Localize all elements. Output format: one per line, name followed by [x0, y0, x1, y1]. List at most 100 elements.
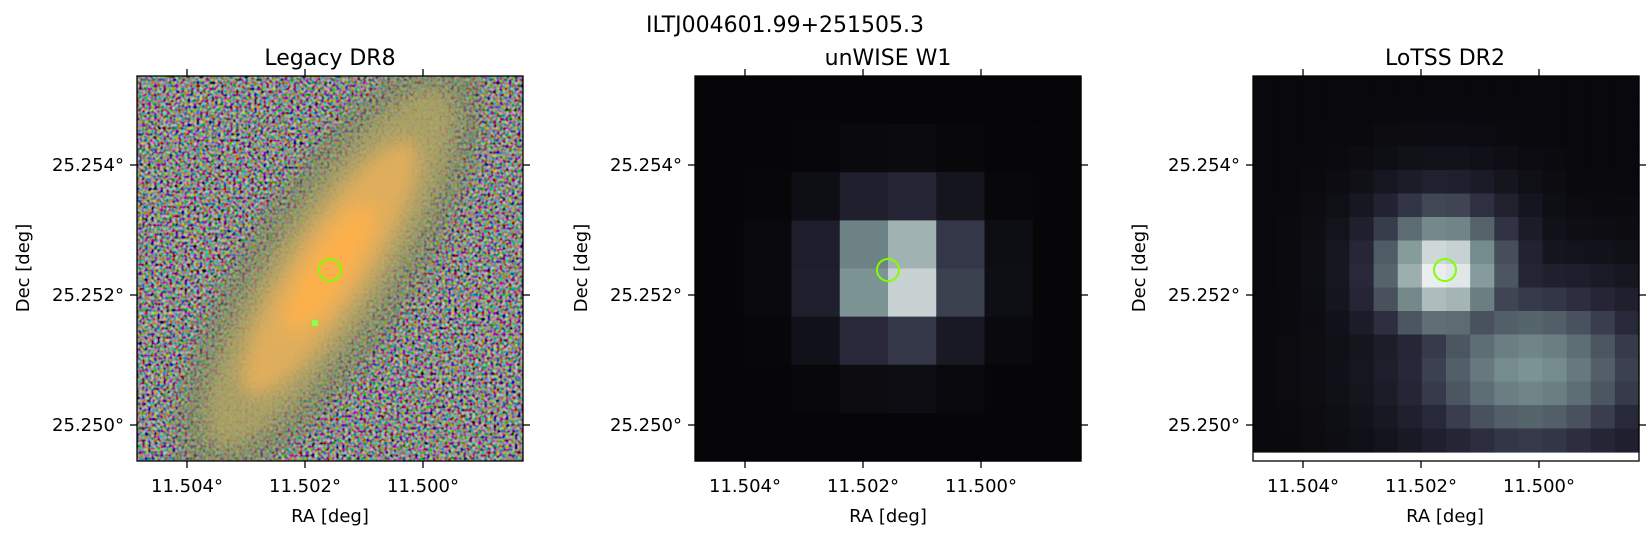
- image-pixel: [1277, 170, 1302, 195]
- image-pixel: [1325, 123, 1351, 148]
- image-pixel: [1614, 170, 1640, 195]
- image-pixel: [1301, 358, 1326, 383]
- image-pixel: [839, 364, 889, 414]
- image-pixel: [1373, 146, 1399, 171]
- image-pixel: [1421, 240, 1447, 265]
- image-pixel: [1397, 358, 1423, 383]
- image-pixel: [1566, 240, 1592, 265]
- image-pixel: [1421, 193, 1447, 218]
- image-pixel: [1277, 99, 1302, 124]
- image-pixel: [1301, 146, 1326, 171]
- image-pixel: [1542, 193, 1568, 218]
- image-pixel: [1518, 287, 1544, 312]
- image-pixel: [1470, 99, 1495, 124]
- image-pixel: [1421, 99, 1447, 124]
- x-tick-label: 11.500°: [387, 476, 459, 497]
- image-pixel: [839, 268, 889, 318]
- image-pixel: [1494, 311, 1519, 336]
- image-pixel: [1614, 99, 1640, 124]
- image-pixel: [1277, 146, 1302, 171]
- image-pixel: [1373, 287, 1399, 312]
- image-pixel: [1446, 123, 1471, 148]
- image-pixel: [1614, 358, 1640, 383]
- image-pixel: [1566, 264, 1592, 289]
- image-pixel: [791, 172, 841, 221]
- image-pixel: [1032, 172, 1082, 221]
- image-pixel: [1494, 99, 1519, 124]
- image-pixel: [1518, 240, 1544, 265]
- image-pixel: [1518, 170, 1544, 195]
- image-pixel: [791, 364, 841, 414]
- y-tick-label: 25.252°: [52, 285, 124, 306]
- image-pixel: [1590, 217, 1616, 242]
- image-pixel: [1542, 76, 1568, 101]
- image-pixel: [1253, 170, 1278, 195]
- image-pixel: [839, 124, 889, 173]
- image-pixel: [743, 268, 793, 318]
- image-pixel: [888, 268, 937, 318]
- image-pixel: [1277, 405, 1302, 430]
- image-pixel: [743, 220, 793, 270]
- image-pixel: [1325, 76, 1351, 101]
- image-pixel: [1494, 334, 1519, 359]
- image-pixel: [984, 316, 1034, 366]
- x-tick-label: 11.500°: [1503, 476, 1575, 497]
- image-pixel: [791, 316, 841, 366]
- image-pixel: [1253, 193, 1278, 218]
- image-pixel: [1566, 146, 1592, 171]
- image-pixel: [1566, 170, 1592, 195]
- image-pixel: [1446, 99, 1471, 124]
- image-pixel: [1421, 170, 1447, 195]
- image-pixel: [1494, 217, 1519, 242]
- image-pixel: [1421, 334, 1447, 359]
- image-pixel: [1397, 405, 1423, 430]
- image-pixel: [1349, 264, 1375, 289]
- image-pixel: [1032, 76, 1082, 125]
- image-pixel: [1542, 170, 1568, 195]
- image-pixel: [1518, 99, 1544, 124]
- image-pixel: [1253, 217, 1278, 242]
- image-pixel: [1325, 287, 1351, 312]
- image-pixel: [1421, 311, 1447, 336]
- image-pixel: [1421, 428, 1447, 453]
- image-pixel: [1470, 405, 1495, 430]
- image-pixel: [1518, 358, 1544, 383]
- image-pixel: [1518, 428, 1544, 453]
- image-pixel: [743, 316, 793, 366]
- image-pixel: [1373, 381, 1399, 406]
- image-pixel: [1518, 76, 1544, 101]
- image-pixel: [1301, 334, 1326, 359]
- image-pixel: [1032, 220, 1082, 270]
- image-pixel: [1349, 123, 1375, 148]
- image-pixel: [1590, 99, 1616, 124]
- image-pixel: [1397, 146, 1423, 171]
- image-pixel: [1470, 334, 1495, 359]
- image-pixel: [1397, 217, 1423, 242]
- y-tick-label: 25.254°: [1168, 155, 1240, 176]
- image-pixel: [1590, 428, 1616, 453]
- image-pixel: [1566, 311, 1592, 336]
- image-pixel: [1253, 240, 1278, 265]
- image-pixel: [1542, 381, 1568, 406]
- image-pixel: [1253, 381, 1278, 406]
- image-pixel: [1325, 358, 1351, 383]
- image-pixel: [936, 220, 986, 270]
- image-pixel: [1566, 334, 1592, 359]
- image-pixel: [1301, 123, 1326, 148]
- image-pixel: [1470, 264, 1495, 289]
- image-pixel: [1277, 193, 1302, 218]
- image-pixel: [1325, 381, 1351, 406]
- image-pixel: [1373, 193, 1399, 218]
- image-pixel: [1253, 311, 1278, 336]
- image-pixel: [1277, 358, 1302, 383]
- image-pixel: [791, 124, 841, 173]
- image-pixel: [888, 124, 937, 173]
- image-pixel: [1397, 334, 1423, 359]
- image-pixel: [984, 268, 1034, 318]
- image-pixel: [1349, 405, 1375, 430]
- image-pixel: [936, 316, 986, 366]
- image-pixel: [1277, 264, 1302, 289]
- image-pixel: [1253, 358, 1278, 383]
- image-pixel: [839, 412, 889, 462]
- image-pixel: [1397, 381, 1423, 406]
